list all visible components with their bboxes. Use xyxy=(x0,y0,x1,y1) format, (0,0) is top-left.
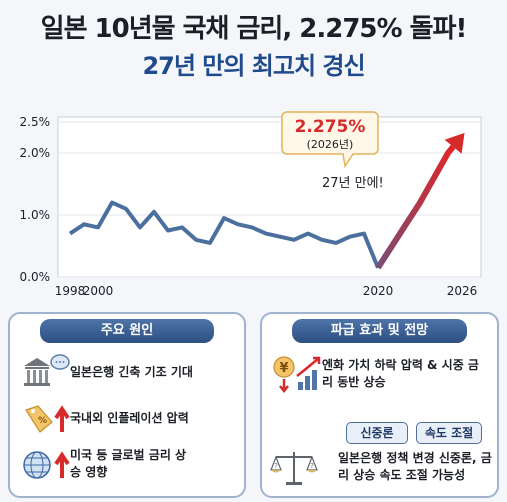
effect-text-yen: 엔화 가치 하락 압력 & 시중 금리 동반 상승 xyxy=(322,358,479,389)
plot-area xyxy=(57,116,482,278)
years-note-label: 27년 만에! xyxy=(322,176,384,191)
page-subtitle: 27년 만의 최고치 경신 xyxy=(142,52,365,80)
svg-text:?: ? xyxy=(274,462,278,470)
series-line-history xyxy=(68,200,380,269)
balance-scale-icon: ? ? xyxy=(270,452,318,485)
cause-text-boj: 일본은행 긴축 기조 기대 xyxy=(70,364,193,379)
y-tick-label: 0.0% xyxy=(20,270,51,284)
x-tick-label: 2026 xyxy=(447,284,478,298)
yen-bar-chart-icon: ¥ xyxy=(273,356,321,394)
bank-speech-icon xyxy=(24,354,70,386)
peak-value-label: 2.275% xyxy=(295,117,366,137)
effect-item-yen: ¥ 엔화 가치 하락 압력 & 시중 금리 동반 상승 xyxy=(270,354,494,394)
cause-text-global: 미국 등 글로벌 금리 상승 영향 xyxy=(70,448,187,479)
globe-up-icon xyxy=(23,451,70,479)
price-tag-up-icon: % xyxy=(25,405,70,433)
tag-speed-adjust: 속도 조절 xyxy=(416,422,482,444)
svg-text:%: % xyxy=(38,416,47,426)
y-tick-label: 2.0% xyxy=(20,146,51,160)
causes-panel: 주요 원인 일본은행 긴축 기조 기대 % 국내외 인플레이션 압력 xyxy=(8,312,246,498)
peak-callout: 2.275% (2026년) xyxy=(281,111,379,168)
x-tick-label: 1998 xyxy=(55,284,86,298)
x-tick-label: 2020 xyxy=(363,284,394,298)
svg-text:?: ? xyxy=(310,462,314,470)
effect-item-policy: ? ? xyxy=(270,448,494,488)
peak-year-label: (2026년) xyxy=(307,138,354,151)
svg-text:¥: ¥ xyxy=(279,361,288,376)
page-title: 일본 10년물 국채 금리, 2.275% 돌파! xyxy=(40,14,468,44)
cause-item-inflation: % 국내외 인플레이션 압력 xyxy=(18,398,240,438)
effects-panel: 파급 효과 및 전망 ¥ 엔화 가치 하락 압력 & 시중 금리 동반 상승 신… xyxy=(260,312,499,498)
rise-arrowhead xyxy=(444,132,465,154)
series-line-rise xyxy=(375,144,456,270)
cause-text-inflation: 국내외 인플레이션 압력 xyxy=(70,410,189,425)
effects-panel-title: 파급 효과 및 전망 xyxy=(292,319,467,343)
cause-item-boj: 일본은행 긴축 기조 기대 xyxy=(18,352,240,392)
cause-item-global: 미국 등 글로벌 금리 상승 영향 xyxy=(18,444,240,484)
effect-text-policy: 일본은행 정책 변경 신중론, 금리 상승 속도 조절 가능성 xyxy=(338,451,492,482)
tag-caution: 신중론 xyxy=(346,422,408,444)
causes-panel-title: 주요 원인 xyxy=(40,319,214,343)
x-tick-label: 2000 xyxy=(83,284,114,298)
y-tick-label: 2.5% xyxy=(20,115,51,129)
y-tick-label: 1.0% xyxy=(20,208,51,222)
